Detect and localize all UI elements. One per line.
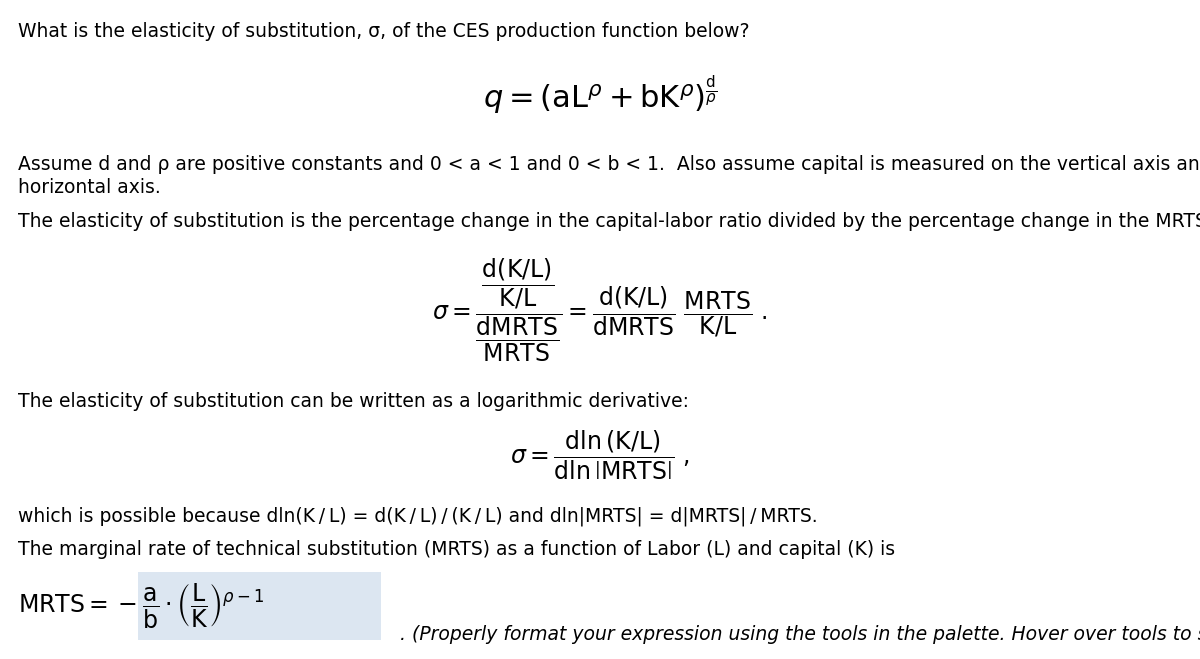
Text: What is the elasticity of substitution, σ, of the CES production function below?: What is the elasticity of substitution, …: [18, 22, 750, 41]
Text: $\sigma = \dfrac{\dfrac{\mathregular{d(K/L)}}{\mathregular{K/L}}}{\dfrac{\mathre: $\sigma = \dfrac{\dfrac{\mathregular{d(K…: [432, 256, 768, 364]
Text: Assume d and ρ are positive constants and 0 < a < 1 and 0 < b < 1.  Also assume : Assume d and ρ are positive constants an…: [18, 155, 1200, 174]
Text: $\sigma = \dfrac{\mathregular{d}\ln\mathregular{(K/L)}}{\mathregular{d}\ln\left|: $\sigma = \dfrac{\mathregular{d}\ln\math…: [510, 428, 690, 482]
Text: The elasticity of substitution can be written as a logarithmic derivative:: The elasticity of substitution can be wr…: [18, 392, 689, 411]
Text: . (Properly format your expression using the tools in the palette. Hover over to: . (Properly format your expression using…: [400, 625, 1200, 645]
Text: horizontal axis.: horizontal axis.: [18, 178, 161, 197]
Text: $\mathregular{MRTS} = -\dfrac{\mathregular{a}}{\mathregular{b}}\cdot\left(\dfrac: $\mathregular{MRTS} = -\dfrac{\mathregul…: [18, 581, 264, 631]
Text: The marginal rate of technical substitution (MRTS) as a function of Labor (L) an: The marginal rate of technical substitut…: [18, 540, 895, 559]
Text: which is possible because dln(K / L) = d(K / L) / (K / L) and dln|MRTS| = d|MRTS: which is possible because dln(K / L) = d…: [18, 507, 817, 527]
Text: The elasticity of substitution is the percentage change in the capital-labor rat: The elasticity of substitution is the pe…: [18, 212, 1200, 231]
FancyBboxPatch shape: [138, 572, 382, 640]
Text: $q = \left(\mathregular{aL}^{\rho} + \mathregular{bK}^{\rho}\right)^{\frac{\math: $q = \left(\mathregular{aL}^{\rho} + \ma…: [482, 73, 718, 117]
